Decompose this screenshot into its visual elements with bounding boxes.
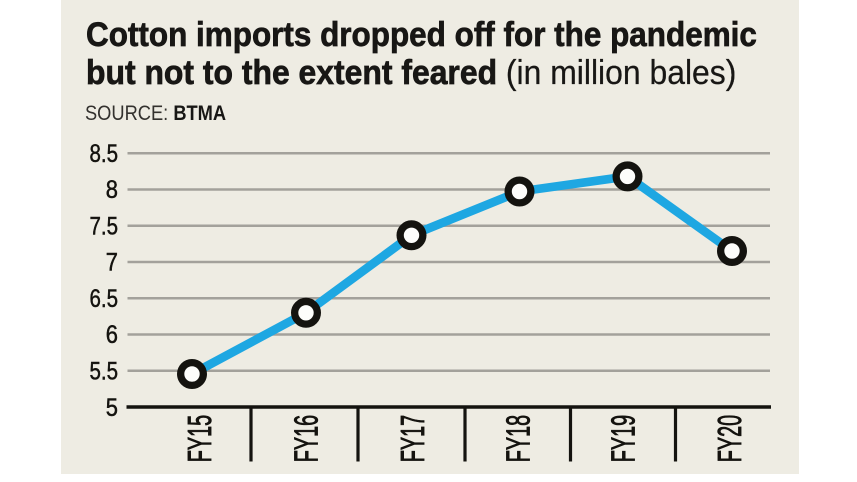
svg-text:FY17: FY17 [394,415,431,462]
svg-text:6: 6 [106,321,118,349]
svg-text:8: 8 [106,176,118,204]
svg-text:FY18: FY18 [500,415,537,462]
svg-text:7: 7 [106,249,118,277]
svg-text:FY15: FY15 [181,415,218,462]
svg-text:6.5: 6.5 [90,285,119,313]
svg-text:FY19: FY19 [605,415,642,462]
svg-text:5.5: 5.5 [90,357,119,385]
svg-text:7.5: 7.5 [90,212,119,240]
svg-text:FY20: FY20 [711,415,748,462]
svg-text:5: 5 [106,394,118,422]
svg-text:FY16: FY16 [288,415,325,462]
svg-text:8.5: 8.5 [90,140,119,168]
